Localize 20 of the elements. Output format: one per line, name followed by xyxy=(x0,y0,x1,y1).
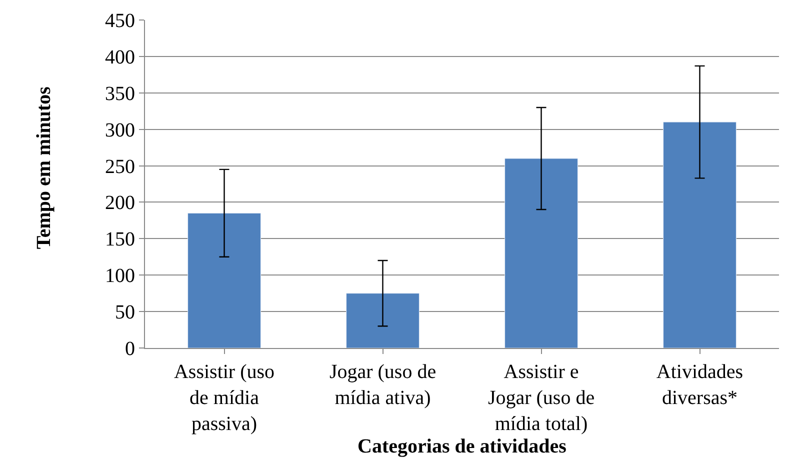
y-tick-label: 150 xyxy=(105,228,135,251)
x-tick-label: Assistir e Jogar (uso de mídia total) xyxy=(488,361,595,435)
x-axis-title: Categorias de atividades xyxy=(358,436,567,458)
y-axis-title: Tempo em minutos xyxy=(32,86,55,250)
y-tick-label: 0 xyxy=(125,338,135,360)
x-tick-label: Assistir (uso de mídia passiva) xyxy=(174,361,275,435)
bar xyxy=(663,122,736,348)
y-tick-label: 100 xyxy=(105,265,135,288)
y-tick-label: 400 xyxy=(105,46,135,68)
y-tick-label: 300 xyxy=(105,119,135,142)
x-tick-label: Jogar (uso de mídia ativa) xyxy=(329,361,436,409)
bar xyxy=(188,212,261,348)
x-tick-label: Atividades diversas* xyxy=(656,361,744,409)
y-tick-label: 450 xyxy=(105,10,135,32)
bar xyxy=(346,293,420,348)
y-tick-label: 350 xyxy=(105,82,135,105)
y-tick-label: 250 xyxy=(105,156,135,178)
bar xyxy=(504,158,578,348)
y-tick-label: 50 xyxy=(115,302,135,324)
y-tick-label: 200 xyxy=(105,192,135,214)
